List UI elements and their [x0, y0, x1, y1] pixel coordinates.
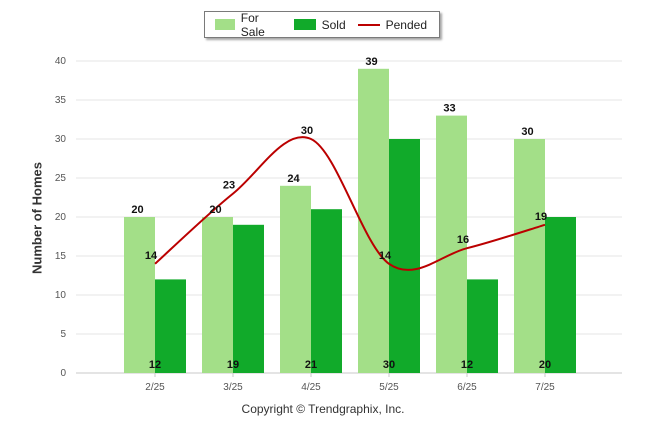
legend-label-sold: Sold: [321, 17, 346, 32]
copyright-text: Copyright © Trendgraphix, Inc.: [241, 402, 405, 416]
data-label-for-sale: 20: [131, 204, 143, 216]
data-label-for-sale: 20: [209, 204, 221, 216]
bar-sold: [311, 209, 342, 373]
x-tick-label: 5/25: [379, 382, 399, 393]
x-tick-label: 3/25: [223, 382, 243, 393]
data-label-pended: 19: [535, 211, 547, 223]
bar-for-sale: [436, 115, 467, 373]
legend-label-for-sale: For Sale: [240, 10, 265, 39]
legend-item-pended[interactable]: Pended: [357, 17, 427, 32]
bar-for-sale: [202, 217, 233, 373]
legend-swatch-for-sale: [215, 19, 235, 30]
legend-item-for-sale[interactable]: For Sale: [215, 11, 282, 39]
legend: For Sale Sold Pended: [204, 11, 440, 39]
data-label-sold: 21: [305, 359, 317, 371]
legend-line-pended: [357, 23, 380, 26]
bar-sold: [155, 279, 186, 373]
y-tick-label: 20: [55, 212, 67, 223]
data-label-sold: 12: [149, 359, 161, 371]
bar-for-sale: [280, 185, 311, 373]
data-label-sold: 19: [227, 359, 239, 371]
y-tick-label: 35: [55, 95, 67, 106]
x-tick-label: 2/25: [145, 382, 165, 393]
pended-line: [154, 136, 546, 271]
y-tick-label: 5: [60, 329, 66, 340]
data-label-for-sale: 39: [365, 56, 377, 68]
data-label-sold: 30: [383, 359, 395, 371]
bar-for-sale: [124, 217, 155, 373]
legend-item-sold[interactable]: Sold: [293, 17, 346, 32]
pended-line-path: [154, 136, 546, 271]
y-tick-label: 15: [55, 251, 67, 262]
legend-label-pended: Pended: [385, 17, 427, 32]
y-tick-label: 0: [60, 368, 66, 379]
x-axis-ticks: 2/25 3/25 4/25 5/25 6/25 7/25: [145, 373, 555, 393]
data-label-for-sale: 24: [287, 173, 300, 185]
data-label-for-sale: 33: [443, 103, 455, 115]
x-tick-label: 4/25: [301, 382, 321, 393]
y-tick-label: 10: [55, 290, 67, 301]
y-axis-label: Number of Homes: [29, 162, 45, 274]
data-label-pended: 16: [457, 234, 469, 246]
x-tick-label: 6/25: [457, 382, 477, 393]
bar-sold: [233, 224, 264, 373]
y-tick-label: 40: [55, 56, 67, 67]
bar-for-sale: [514, 139, 545, 373]
legend-swatch-sold: [293, 19, 316, 30]
data-label-for-sale: 30: [521, 126, 533, 138]
bar-for-sale: [358, 68, 389, 374]
data-label-pended: 30: [301, 125, 313, 137]
y-tick-label: 30: [55, 134, 67, 145]
x-tick-label: 7/25: [535, 382, 555, 393]
bar-sold: [467, 279, 498, 373]
data-label-sold: 12: [461, 359, 473, 371]
data-label-sold: 20: [539, 359, 551, 371]
y-tick-label: 25: [55, 173, 67, 184]
bars: [124, 68, 576, 374]
data-label-pended: 23: [223, 180, 235, 192]
data-labels: 20 12 20 19 24 21 39 30 33 12 30 20 14 23 30 14 16 19: [131, 56, 551, 371]
data-label-pended: 14: [379, 250, 392, 262]
data-label-pended: 14: [145, 250, 158, 262]
bar-sold: [545, 217, 576, 373]
bar-sold: [389, 139, 420, 373]
y-axis-ticks: 0 5 10 15 20 25 30 35 40: [55, 56, 67, 379]
